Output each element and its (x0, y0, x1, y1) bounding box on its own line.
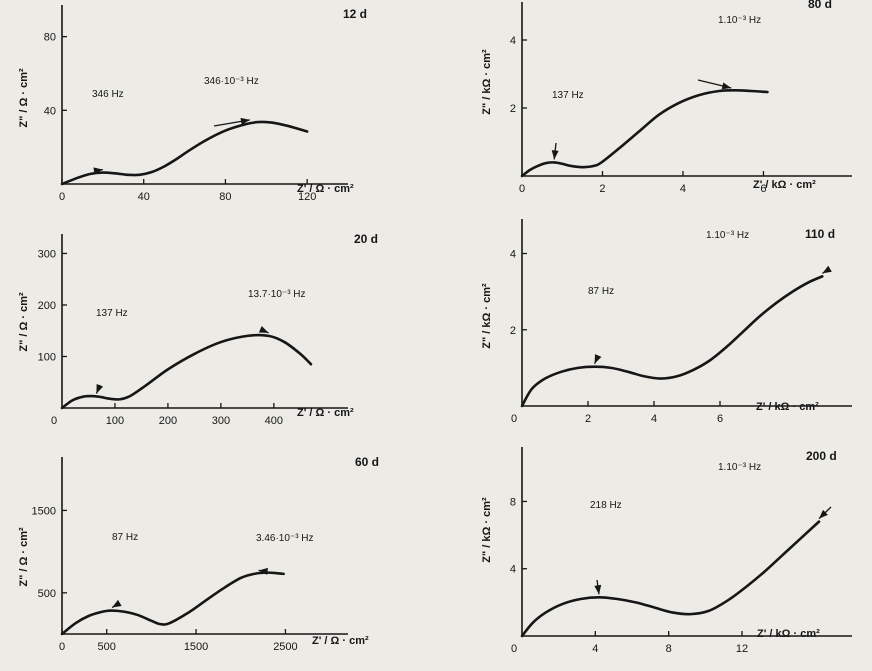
impedance-curve (520, 275, 824, 408)
impedance-curve (520, 520, 821, 638)
x-axis-label: Z' / Ω · cm² (297, 407, 354, 419)
impedance-curve (60, 571, 285, 636)
annotation-arrow-head (819, 509, 828, 519)
x-axis-label: Z' / kΩ · cm² (753, 179, 816, 191)
y-tick-label: 200 (38, 300, 56, 312)
y-axis-label: Z" / kΩ · cm² (481, 283, 493, 349)
frequency-annotation: 137 Hz (552, 90, 584, 101)
annotation-arrow-head (594, 584, 602, 595)
y-tick-label: 2 (510, 103, 516, 115)
frequency-annotation: 13.7·10⁻³ Hz (248, 289, 306, 300)
annotation-arrow-head (551, 150, 559, 160)
frequency-annotation: 137 Hz (96, 308, 128, 319)
y-tick-label: 4 (510, 249, 516, 261)
impedance-curve (60, 333, 313, 410)
frequency-annotation: 1.10⁻³ Hz (718, 462, 761, 473)
plot-panel-3: 0 500 1500 2500 500 1500 Z' / Ω · cm² Z" / Ω · … (18, 455, 379, 653)
frequency-annotation: 1.10⁻³ Hz (718, 15, 761, 26)
y-tick-label: 8 (510, 496, 516, 508)
x-tick-label: 0 (519, 183, 525, 195)
y-tick-label: 80 (44, 32, 56, 44)
x-tick-label: 80 (219, 191, 231, 203)
frequency-annotation: 87 Hz (588, 286, 614, 297)
y-tick-label: 4 (510, 564, 516, 576)
x-tick-label: 6 (760, 183, 766, 195)
x-tick-label: 120 (298, 191, 316, 203)
frequency-annotation: 1.10⁻³ Hz (706, 230, 749, 241)
y-axis-label: Z" / Ω · cm² (18, 527, 30, 587)
x-tick-label: 1500 (184, 641, 208, 653)
panel-label: 60 d (355, 455, 379, 469)
panel-label: 110 d (805, 227, 835, 241)
frequency-annotation: 87 Hz (112, 532, 138, 543)
y-axis-label: Z" / kΩ · cm² (481, 49, 493, 115)
y-tick-label: 2 (510, 325, 516, 337)
y-tick-label: 1500 (32, 505, 56, 517)
x-tick-label: 300 (212, 415, 230, 427)
y-tick-label: 100 (38, 351, 56, 363)
y-tick-label: 500 (38, 588, 56, 600)
y-tick-label: 4 (510, 35, 516, 47)
origin-label: 0 (511, 643, 517, 655)
annotation-arrow-head (594, 354, 602, 364)
plot-panel-2: 100 200 300 400 100 200 300 0 Z' / Ω · cm² Z" / Ω… (18, 232, 378, 427)
x-tick-label: 4 (651, 413, 657, 425)
x-tick-label: 500 (98, 641, 116, 653)
annotation-arrow-head (258, 567, 268, 575)
x-tick-label: 4 (592, 643, 598, 655)
x-axis-label: Z' / kΩ · cm² (756, 401, 819, 413)
x-tick-label: 0 (59, 641, 65, 653)
annotation-arrow-head (822, 265, 832, 274)
panel-label: 20 d (354, 232, 378, 246)
frequency-annotation: 218 Hz (590, 500, 622, 511)
annotation-arrow-head (240, 117, 250, 125)
annotation-arrow-head (93, 167, 103, 175)
impedance-curve (60, 120, 309, 186)
x-tick-label: 6 (717, 413, 723, 425)
x-tick-label: 40 (138, 191, 150, 203)
x-tick-label: 2 (599, 183, 605, 195)
x-tick-label: 400 (265, 415, 283, 427)
annotation-arrow-head (721, 82, 732, 90)
plot-panel-4: 0 2 4 6 2 4 Z' / kΩ · cm² Z" / kΩ · cm² 80 d 137 … (481, 0, 852, 195)
y-axis-label: Z" / kΩ · cm² (481, 497, 493, 563)
x-tick-label: 2 (585, 413, 591, 425)
frequency-annotation: 346 Hz (92, 89, 124, 100)
impedance-curve (520, 89, 769, 178)
frequency-annotation: 346·10⁻³ Hz (204, 76, 259, 87)
x-tick-label: 0 (59, 191, 65, 203)
x-tick-label: 8 (666, 643, 672, 655)
y-tick-label: 40 (44, 105, 56, 117)
origin-label: 0 (511, 413, 517, 425)
x-tick-label: 4 (680, 183, 686, 195)
panel-label: 200 d (806, 449, 837, 463)
panel-label: 12 d (343, 7, 367, 21)
x-axis-label: Z' / Ω · cm² (297, 183, 354, 195)
x-tick-label: 2500 (273, 641, 297, 653)
annotation-arrow-head (258, 326, 269, 333)
x-axis-label: Z' / Ω · cm² (312, 635, 369, 647)
y-axis-label: Z" / Ω · cm² (18, 292, 30, 352)
x-tick-label: 12 (736, 643, 748, 655)
annotation-arrow-head (96, 384, 104, 394)
x-tick-label: 200 (159, 415, 177, 427)
x-axis-label: Z' / kΩ · cm² (757, 628, 820, 640)
frequency-annotation: 3.46·10⁻³ Hz (256, 533, 314, 544)
y-tick-label: 300 (38, 248, 56, 260)
origin-label: 0 (51, 415, 57, 427)
plot-panel-5: 2 4 6 2 4 0 Z' / kΩ · cm² Z" / kΩ · cm² 110 d 87 … (481, 219, 852, 425)
y-axis-label: Z" / Ω · cm² (18, 68, 30, 128)
x-tick-label: 100 (106, 415, 124, 427)
annotation-arrow-head (112, 599, 122, 608)
panel-label: 80 d (808, 0, 832, 11)
plot-panel-6: 4 8 12 4 8 0 Z' / kΩ · cm² Z" / kΩ · cm² 200 d 21… (481, 447, 852, 655)
plot-panel-1: 0 40 80 120 40 80 Z' / Ω · cm² Z" / Ω · cm² 12 d… (18, 5, 367, 203)
